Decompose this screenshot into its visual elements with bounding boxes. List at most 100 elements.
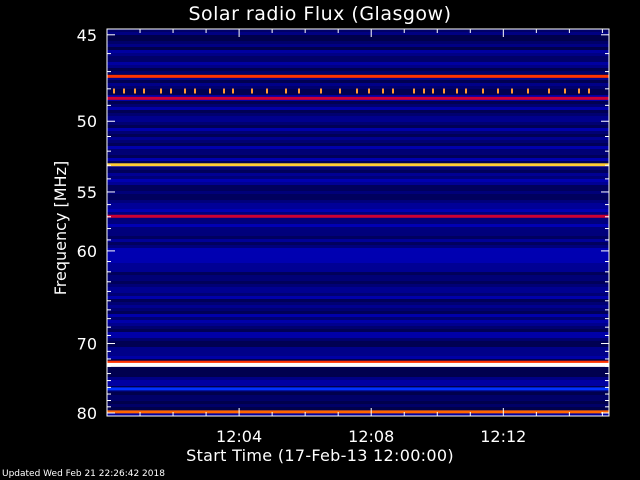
background-row bbox=[107, 35, 609, 38]
background-row bbox=[107, 296, 609, 299]
background-rows bbox=[107, 29, 609, 416]
band-dot bbox=[432, 88, 434, 94]
chart-title: Solar radio Flux (Glasgow) bbox=[188, 3, 452, 25]
background-row bbox=[107, 221, 609, 224]
background-row bbox=[107, 407, 609, 410]
background-row bbox=[107, 374, 609, 377]
background-row bbox=[107, 107, 609, 110]
background-row bbox=[107, 173, 609, 176]
background-row bbox=[107, 308, 609, 311]
background-row bbox=[107, 272, 609, 275]
background-row bbox=[107, 185, 609, 188]
background-row bbox=[107, 377, 609, 380]
background-row bbox=[107, 230, 609, 233]
band-dot bbox=[113, 88, 115, 94]
background-row bbox=[107, 284, 609, 287]
frequency-band bbox=[107, 362, 609, 367]
background-row bbox=[107, 398, 609, 401]
band-dot bbox=[527, 88, 529, 94]
background-row bbox=[107, 71, 609, 74]
background-row bbox=[107, 29, 609, 32]
background-row bbox=[107, 242, 609, 245]
background-row bbox=[107, 251, 609, 254]
background-row bbox=[107, 134, 609, 137]
background-row bbox=[107, 260, 609, 263]
background-row bbox=[107, 167, 609, 170]
background-row bbox=[107, 119, 609, 122]
frequency-band bbox=[107, 96, 609, 100]
band-dot bbox=[123, 88, 125, 94]
background-row bbox=[107, 302, 609, 305]
background-row bbox=[107, 275, 609, 278]
background-row bbox=[107, 170, 609, 173]
frequency-band bbox=[107, 410, 609, 414]
background-row bbox=[107, 245, 609, 248]
band-dot bbox=[266, 88, 268, 94]
background-row bbox=[107, 326, 609, 329]
band-dot bbox=[368, 88, 370, 94]
background-row bbox=[107, 287, 609, 290]
background-row bbox=[107, 143, 609, 146]
band-dot bbox=[497, 88, 499, 94]
background-row bbox=[107, 344, 609, 347]
band-dot bbox=[170, 88, 172, 94]
background-row bbox=[107, 155, 609, 158]
background-row bbox=[107, 305, 609, 308]
frequency-band bbox=[107, 74, 609, 78]
band-dot bbox=[285, 88, 287, 94]
band-dot bbox=[548, 88, 550, 94]
background-row bbox=[107, 281, 609, 284]
background-row bbox=[107, 44, 609, 47]
background-row bbox=[107, 161, 609, 164]
background-row bbox=[107, 137, 609, 140]
background-row bbox=[107, 41, 609, 44]
background-row bbox=[107, 158, 609, 161]
background-row bbox=[107, 131, 609, 134]
background-row bbox=[107, 227, 609, 230]
band-dot bbox=[465, 88, 467, 94]
y-tick-label: 80 bbox=[77, 404, 97, 423]
y-tick-label: 45 bbox=[77, 26, 97, 45]
background-row bbox=[107, 401, 609, 404]
background-row bbox=[107, 389, 609, 392]
background-row bbox=[107, 239, 609, 242]
band-dot bbox=[160, 88, 162, 94]
band-dot bbox=[143, 88, 145, 94]
background-row bbox=[107, 254, 609, 257]
background-row bbox=[107, 194, 609, 197]
background-row bbox=[107, 62, 609, 65]
background-row bbox=[107, 233, 609, 236]
background-row bbox=[107, 68, 609, 71]
background-row bbox=[107, 266, 609, 269]
band-dot bbox=[320, 88, 322, 94]
background-row bbox=[107, 110, 609, 113]
y-axis: 45 50 55 60 70 80 bbox=[77, 26, 609, 423]
background-row bbox=[107, 206, 609, 209]
background-row bbox=[107, 338, 609, 341]
band-dot bbox=[232, 88, 234, 94]
band-dot bbox=[423, 88, 425, 94]
background-row bbox=[107, 179, 609, 182]
background-row bbox=[107, 32, 609, 35]
band-dot bbox=[356, 88, 358, 94]
background-row bbox=[107, 50, 609, 53]
x-axis-label: Start Time (17-Feb-13 12:00:00) bbox=[186, 446, 454, 465]
background-row bbox=[107, 128, 609, 131]
band-dot bbox=[588, 88, 590, 94]
background-row bbox=[107, 314, 609, 317]
band-dot bbox=[382, 88, 384, 94]
background-row bbox=[107, 311, 609, 314]
background-row bbox=[107, 188, 609, 191]
band-dot bbox=[392, 88, 394, 94]
background-row bbox=[107, 56, 609, 59]
background-row bbox=[107, 152, 609, 155]
background-row bbox=[107, 197, 609, 200]
background-row bbox=[107, 113, 609, 116]
band-dot bbox=[298, 88, 300, 94]
background-row bbox=[107, 368, 609, 371]
x-tick-label: 12:08 bbox=[348, 427, 394, 446]
y-tick-label: 70 bbox=[77, 335, 97, 354]
x-tick-label: 12:04 bbox=[216, 427, 262, 446]
band-dot bbox=[443, 88, 445, 94]
